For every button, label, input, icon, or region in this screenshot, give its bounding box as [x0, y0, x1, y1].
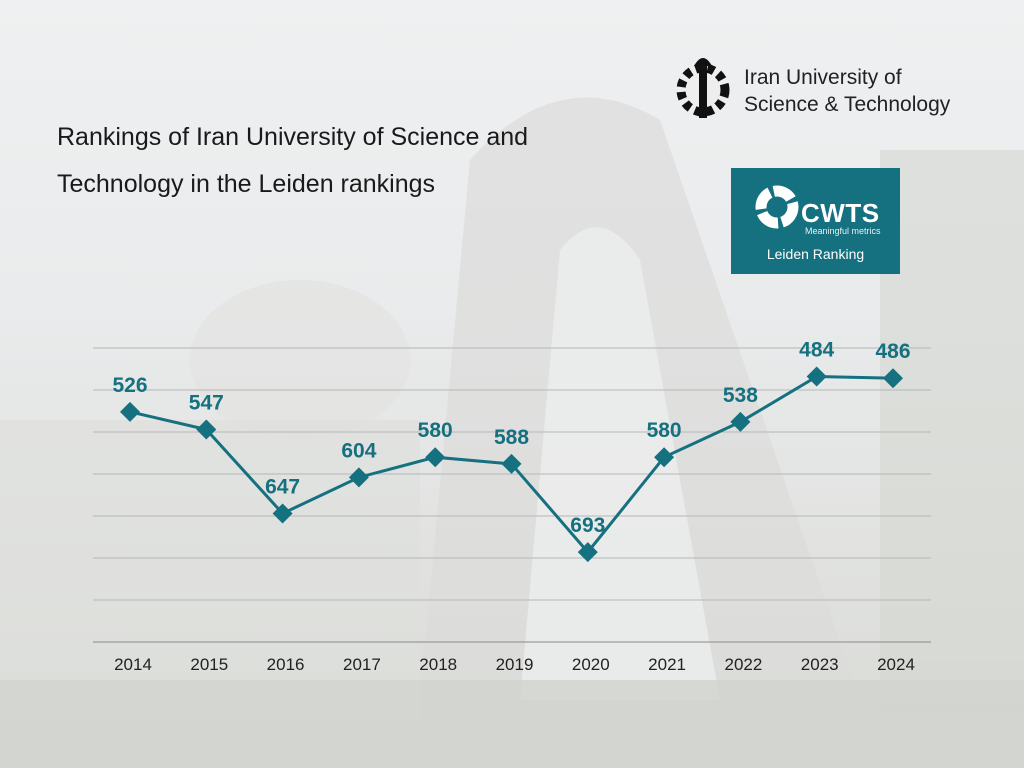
- iust-name-line1: Iran University of: [744, 66, 902, 89]
- data-point-marker: [577, 542, 598, 563]
- data-label: 484: [799, 339, 834, 362]
- x-tick-label: 2024: [877, 655, 915, 674]
- iust-emblem-icon: [676, 58, 730, 118]
- data-point-marker: [654, 447, 675, 468]
- iust-logo: Iran University of Science & Technology: [672, 52, 950, 130]
- x-tick-label: 2016: [267, 655, 305, 674]
- x-tick-label: 2022: [724, 655, 762, 674]
- x-tick-label: 2018: [419, 655, 457, 674]
- data-label: 526: [112, 374, 147, 397]
- leiden-ranking-label: Leiden Ranking: [766, 246, 865, 262]
- data-label: 486: [875, 340, 910, 363]
- data-label: 588: [494, 426, 529, 449]
- cwts-leiden-logo: CWTS Meaningful metrics Leiden Ranking: [731, 168, 900, 274]
- data-point-marker: [501, 453, 522, 474]
- data-point-marker: [883, 368, 903, 389]
- iust-name-line2: Science & Technology: [744, 93, 951, 116]
- x-tick-label: 2019: [496, 655, 534, 674]
- x-tick-label: 2017: [343, 655, 381, 674]
- cwts-ring-icon: [755, 185, 799, 229]
- cwts-wordmark: CWTS: [801, 198, 880, 228]
- x-tick-label: 2015: [190, 655, 228, 674]
- x-tick-label: 2014: [114, 655, 152, 674]
- x-tick-label: 2021: [648, 655, 686, 674]
- data-label: 647: [265, 475, 300, 498]
- data-point-marker: [425, 447, 446, 468]
- data-label: 604: [341, 439, 376, 462]
- data-label: 693: [570, 514, 605, 537]
- page-title: Rankings of Iran University of Science a…: [57, 123, 529, 198]
- data-point-marker: [730, 411, 751, 432]
- data-point-marker: [806, 366, 827, 387]
- cwts-tagline: Meaningful metrics: [805, 226, 881, 236]
- data-label: 538: [723, 384, 758, 407]
- x-tick-label: 2020: [572, 655, 610, 674]
- data-point-marker: [196, 419, 217, 440]
- data-point-marker: [348, 467, 369, 488]
- data-point-marker: [272, 503, 293, 524]
- data-label: 547: [189, 391, 224, 414]
- data-point-marker: [120, 401, 140, 422]
- data-label: 580: [647, 419, 682, 442]
- data-label: 580: [418, 419, 453, 442]
- x-tick-label: 2023: [801, 655, 839, 674]
